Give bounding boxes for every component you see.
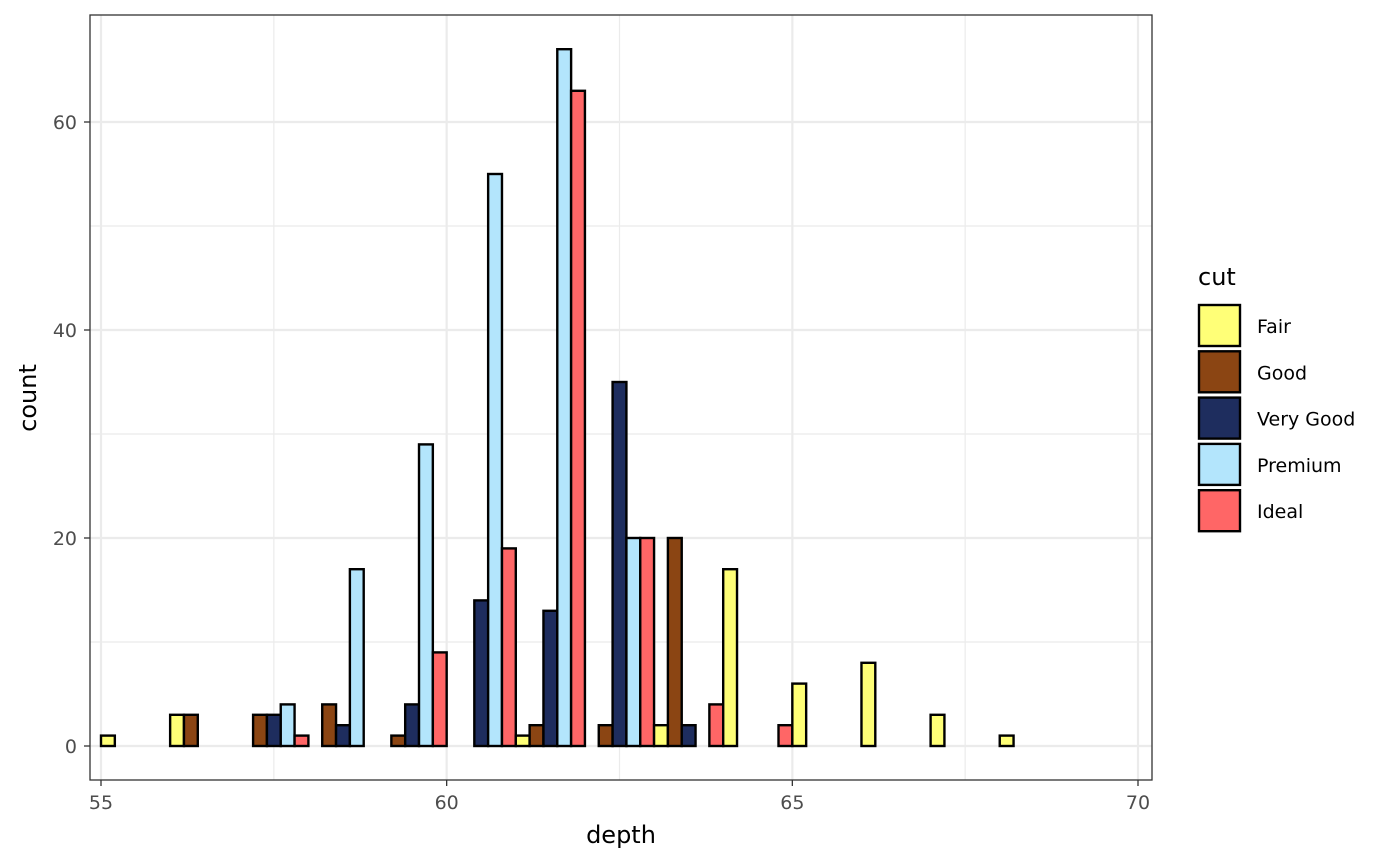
legend-label: Good <box>1257 362 1307 384</box>
bar-very-good <box>680 724 697 748</box>
bar-good <box>666 536 683 748</box>
bar-good <box>321 703 338 748</box>
legend: cut Fair Good Very Good Premium Ideal <box>1197 263 1355 533</box>
bar-ideal <box>431 651 448 748</box>
bar-fair <box>652 724 670 748</box>
bar-premium <box>556 48 573 748</box>
bar-good <box>251 713 269 748</box>
y-axis-ticks: 0 20 40 60 <box>53 112 90 758</box>
bar-fair <box>929 713 946 748</box>
legend-key <box>1197 350 1242 394</box>
bar-very-good <box>473 599 490 748</box>
bar-premium <box>625 536 642 748</box>
bar-fair <box>998 734 1015 748</box>
bar-ideal <box>639 536 656 748</box>
bar-fair <box>514 734 531 748</box>
bar-ideal <box>777 724 794 748</box>
bar-fair <box>791 682 808 748</box>
bar-fair <box>722 568 739 748</box>
bar-good <box>597 724 614 748</box>
bar-premium <box>279 703 296 748</box>
bar-premium <box>348 568 365 748</box>
legend-label: Premium <box>1257 455 1342 477</box>
legend-key <box>1197 303 1242 348</box>
bar-very-good <box>265 713 282 748</box>
x-tick-label: 60 <box>435 792 459 814</box>
bar-premium <box>486 172 504 748</box>
x-axis-ticks: 55 60 65 70 <box>89 780 1150 814</box>
bar-fair <box>99 734 117 748</box>
bar-premium <box>417 443 435 748</box>
y-tick-label: 60 <box>53 112 77 134</box>
bar-very-good <box>334 724 352 748</box>
bar-ideal <box>569 89 587 748</box>
bar-ideal <box>293 734 310 748</box>
bar-fair <box>860 661 877 748</box>
panel-border <box>89 14 1153 781</box>
legend-key <box>1197 396 1242 440</box>
legend-key <box>1197 489 1242 533</box>
bar-very-good <box>542 609 559 748</box>
legend-label: Ideal <box>1257 501 1303 523</box>
x-tick-label: 55 <box>89 792 113 814</box>
legend-label: Very Good <box>1257 409 1355 431</box>
legend-title: cut <box>1198 263 1236 291</box>
y-tick-label: 20 <box>53 528 77 550</box>
legend-label: Fair <box>1257 316 1291 338</box>
legend-items: Fair Good Very Good Premium Ideal <box>1197 303 1355 533</box>
legend-key <box>1197 442 1242 487</box>
bar-fair <box>168 713 186 748</box>
bar-good <box>528 724 545 748</box>
bar-very-good <box>403 703 421 748</box>
x-tick-label: 65 <box>780 792 804 814</box>
x-axis-title: depth <box>586 821 656 849</box>
x-tick-label: 70 <box>1126 792 1150 814</box>
bar-very-good <box>611 380 628 748</box>
y-tick-label: 40 <box>53 320 77 342</box>
bar-good <box>390 734 407 748</box>
bars <box>99 48 1015 748</box>
bar-ideal <box>500 547 517 748</box>
y-tick-label: 0 <box>65 736 77 758</box>
bar-good <box>182 713 199 748</box>
bar-ideal <box>708 703 725 748</box>
y-axis-title: count <box>14 364 42 432</box>
